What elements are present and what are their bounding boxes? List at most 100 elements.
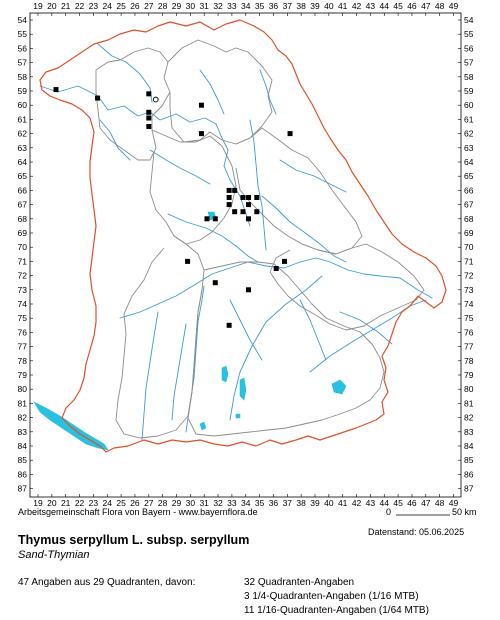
river-trib-6 bbox=[299, 299, 327, 361]
y-axis-label: 55 bbox=[18, 29, 28, 39]
occurrence-marker bbox=[226, 187, 232, 193]
y-axis-label: 61 bbox=[464, 114, 474, 124]
y-axis-label: 64 bbox=[18, 157, 28, 167]
x-axis-label: 44 bbox=[380, 1, 390, 11]
occurrence-marker bbox=[226, 202, 232, 208]
x-axis-label: 49 bbox=[449, 1, 459, 11]
occurrence-marker bbox=[287, 131, 293, 137]
river-main bbox=[39, 85, 217, 125]
y-axis-label: 78 bbox=[18, 356, 28, 366]
x-axis-label: 38 bbox=[296, 1, 306, 11]
occurrence-marker bbox=[273, 266, 279, 271]
occurrence-marker bbox=[226, 322, 232, 328]
y-axis-label: 56 bbox=[18, 43, 28, 53]
y-axis-right-labels: 54 55 56 57 58 59 60 61 62 63 64 65 66 67 68 69 70 71 72 73… bbox=[464, 15, 474, 494]
y-axis-label: 59 bbox=[464, 86, 474, 96]
occurrence-markers bbox=[53, 87, 293, 328]
lakes bbox=[33, 211, 347, 451]
x-axis-bottom-labels: 19 20 21 22 23 24 25 26 27 28 29 30 31 32 33 34 35 36 37 38… bbox=[33, 498, 458, 508]
y-axis-label: 87 bbox=[464, 484, 474, 494]
stat-quarter-quadrant-records: 3 1/4-Quadranten-Angaben (1/16 MTB) bbox=[244, 591, 419, 602]
occurrence-marker bbox=[146, 115, 152, 121]
y-axis-label: 74 bbox=[18, 299, 28, 309]
y-axis-label: 86 bbox=[464, 469, 474, 479]
x-axis-label: 46 bbox=[407, 1, 417, 11]
x-axis-label: 38 bbox=[296, 498, 306, 508]
y-axis-label: 82 bbox=[18, 413, 28, 423]
district-lower-franconia bbox=[95, 47, 171, 161]
district-borders bbox=[95, 39, 425, 439]
y-axis-label: 83 bbox=[464, 427, 474, 437]
x-axis-label: 47 bbox=[421, 498, 431, 508]
x-axis-label: 35 bbox=[255, 498, 265, 508]
y-axis-label: 70 bbox=[464, 242, 474, 252]
x-axis-label: 31 bbox=[199, 498, 209, 508]
x-axis-label: 36 bbox=[269, 498, 279, 508]
river-trib-2 bbox=[279, 159, 347, 193]
y-axis-label: 60 bbox=[464, 100, 474, 110]
river-isar bbox=[229, 275, 323, 421]
river-wertach bbox=[171, 323, 187, 421]
occurrence-marker bbox=[246, 202, 252, 208]
x-axis-label: 47 bbox=[421, 1, 431, 11]
y-axis-label: 73 bbox=[464, 285, 474, 295]
x-axis-label: 33 bbox=[227, 498, 237, 508]
x-axis-label: 28 bbox=[158, 1, 168, 11]
y-axis-label: 60 bbox=[18, 100, 28, 110]
lake-bodensee bbox=[33, 401, 109, 451]
x-axis-label: 37 bbox=[283, 498, 293, 508]
occurrence-marker bbox=[95, 95, 101, 101]
x-axis-label: 19 bbox=[33, 1, 43, 11]
y-axis-label: 65 bbox=[18, 171, 28, 181]
river-inn bbox=[309, 299, 427, 373]
x-axis-label: 26 bbox=[130, 498, 140, 508]
district-middle-franconia bbox=[149, 129, 237, 245]
x-axis-label: 22 bbox=[75, 498, 85, 508]
y-axis-label: 71 bbox=[18, 256, 28, 266]
y-axis-label: 76 bbox=[18, 327, 28, 337]
x-axis-label: 40 bbox=[324, 1, 334, 11]
x-axis-label: 25 bbox=[116, 498, 126, 508]
x-axis-label: 33 bbox=[227, 1, 237, 11]
y-axis-label: 82 bbox=[464, 413, 474, 423]
lake-small-2 bbox=[235, 413, 241, 419]
x-axis-label: 34 bbox=[241, 1, 251, 11]
x-axis-label: 35 bbox=[255, 1, 265, 11]
x-axis-label: 26 bbox=[130, 1, 140, 11]
y-axis-label: 81 bbox=[18, 398, 28, 408]
y-axis-label: 67 bbox=[464, 200, 474, 210]
scale-start-label: 0 bbox=[386, 507, 392, 517]
river-trib-3 bbox=[339, 311, 393, 345]
x-axis-label: 24 bbox=[103, 498, 113, 508]
y-axis-label: 85 bbox=[464, 455, 474, 465]
x-axis-label: 49 bbox=[449, 498, 459, 508]
x-axis-label: 41 bbox=[338, 498, 348, 508]
y-axis-label: 84 bbox=[464, 441, 474, 451]
district-upper-franconia bbox=[167, 39, 273, 145]
x-axis-label: 24 bbox=[103, 1, 113, 11]
y-axis-label: 71 bbox=[464, 256, 474, 266]
river-regen bbox=[261, 195, 347, 263]
y-axis-label: 67 bbox=[18, 200, 28, 210]
x-axis-label: 32 bbox=[213, 1, 223, 11]
river-saale bbox=[97, 43, 153, 103]
y-axis-label: 65 bbox=[464, 171, 474, 181]
occurrence-marker bbox=[232, 209, 238, 215]
river-iller bbox=[141, 311, 159, 441]
y-axis-label: 72 bbox=[18, 271, 28, 281]
y-axis-label: 85 bbox=[18, 455, 28, 465]
y-axis-label: 80 bbox=[18, 384, 28, 394]
occurrence-marker bbox=[254, 195, 260, 200]
lake-starnberg bbox=[239, 377, 247, 401]
x-axis-label: 45 bbox=[393, 1, 403, 11]
river-altmuehl bbox=[167, 213, 259, 263]
occurrence-marker bbox=[53, 87, 59, 93]
y-axis-label: 57 bbox=[464, 58, 474, 68]
y-axis-label: 75 bbox=[464, 313, 474, 323]
x-axis-label: 28 bbox=[158, 498, 168, 508]
x-axis-label: 42 bbox=[352, 498, 362, 508]
river-naab bbox=[249, 119, 267, 251]
y-axis-label: 66 bbox=[464, 185, 474, 195]
y-axis-label: 73 bbox=[18, 285, 28, 295]
y-axis-label: 66 bbox=[18, 185, 28, 195]
